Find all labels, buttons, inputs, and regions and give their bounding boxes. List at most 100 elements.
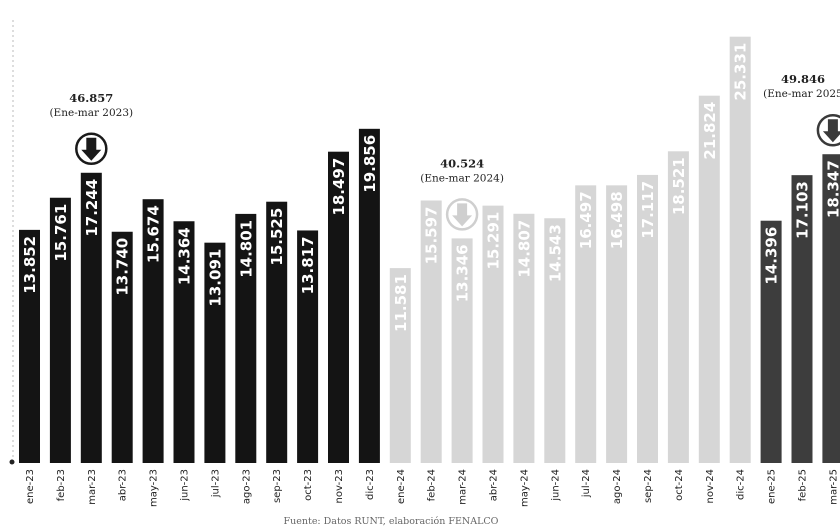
x-tick-label: mar-25	[828, 469, 839, 505]
bar-ene-25	[760, 220, 782, 463]
annotation-range: (Ene-mar 2024)	[420, 172, 504, 184]
bar-value-label: 19.856	[361, 135, 379, 193]
bar-value-label: 18.347	[824, 160, 840, 218]
x-tick-label: abr-23	[118, 469, 129, 501]
bar-sep-24	[637, 174, 658, 463]
down-arrow-icon	[445, 198, 479, 231]
bar-nov-23	[328, 151, 349, 463]
bar-value-label: 15.291	[485, 212, 503, 270]
bar-value-label: 13.346	[454, 244, 472, 302]
bar-value-label: 21.824	[701, 102, 719, 160]
bar-value-label: 14.543	[546, 224, 564, 282]
bar-may-23	[142, 199, 164, 464]
x-tick-label: may-23	[149, 469, 160, 507]
bar-ene-23	[19, 229, 40, 463]
bar-feb-23	[49, 197, 71, 464]
x-tick-label: jun-24	[550, 469, 561, 502]
x-tick-label: sep-23	[272, 469, 283, 503]
bar-mar-23	[80, 172, 102, 464]
bar-oct-24	[667, 151, 689, 463]
bar-value-label: 14.364	[176, 227, 194, 285]
bar-value-label: 14.396	[763, 227, 781, 285]
bar-value-label: 15.761	[52, 204, 70, 262]
annotation-3: 49.846 (Ene-mar 2025)	[763, 72, 840, 147]
bar-value-label: 13.091	[206, 249, 224, 307]
bar-feb-24	[420, 200, 442, 463]
bar-jul-24	[575, 185, 597, 464]
bar-value-label: 17.244	[83, 179, 101, 237]
bar-dic-24	[729, 36, 751, 463]
bar-value-label: 16.498	[608, 191, 626, 249]
x-tick-label: nov-24	[705, 469, 716, 503]
bar-value-label: 13.852	[21, 236, 39, 294]
bar-abr-23	[111, 231, 133, 463]
down-arrow-icon	[816, 113, 840, 147]
axis-origin-dot	[9, 459, 15, 465]
x-tick-label: sep-24	[643, 469, 654, 503]
bar-jun-23	[173, 221, 195, 463]
bar-ago-24	[606, 185, 628, 463]
x-tick-label: feb-25	[798, 469, 809, 501]
bar-jun-24	[544, 218, 566, 463]
source-note: Fuente: Datos RUNT, elaboración FENALCO	[284, 516, 499, 527]
bar-value-label: 15.525	[268, 208, 286, 266]
bar-mar-24	[451, 238, 473, 463]
tick-labels-group: ene-23 feb-23 mar-23 abr-23 may-23 jun-23 jul-…	[25, 469, 839, 507]
annotation-total: 49.846	[781, 72, 825, 86]
x-tick-label: feb-24	[427, 469, 438, 501]
x-tick-label: nov-23	[334, 469, 345, 503]
bar-value-label: 17.117	[639, 181, 657, 239]
x-tick-label: jul-23	[210, 469, 221, 498]
bar-nov-24	[698, 95, 720, 463]
x-tick-label: dic-23	[365, 469, 376, 500]
bar-value-label: 17.103	[794, 181, 812, 239]
annotation-range: (Ene-mar 2023)	[49, 107, 133, 119]
bars-group: 13.852 15.761 17.244 13.740 15.674 14.364 13.0…	[19, 36, 840, 464]
bar-may-24	[513, 213, 535, 463]
annotation-total: 40.524	[440, 156, 484, 170]
annotation-range: (Ene-mar 2025)	[763, 88, 840, 100]
bar-jul-23	[204, 242, 226, 463]
bar-oct-23	[297, 230, 319, 463]
x-tick-label: oct-23	[303, 469, 314, 501]
x-tick-label: ago-23	[241, 469, 252, 504]
bar-value-label: 25.331	[732, 43, 750, 101]
x-tick-label: feb-23	[56, 469, 67, 501]
x-tick-label: mar-24	[458, 469, 469, 505]
x-tick-label: ene-23	[25, 469, 36, 504]
x-tick-label: jul-24	[581, 469, 592, 498]
x-tick-label: dic-24	[736, 469, 747, 500]
bar-value-label: 14.807	[515, 220, 533, 278]
bar-value-label: 18.521	[670, 157, 688, 215]
x-tick-label: jun-23	[180, 469, 191, 502]
annotation-total: 46.857	[69, 91, 113, 105]
x-tick-label: ene-24	[396, 469, 407, 504]
x-tick-label: may-24	[519, 469, 530, 507]
annotation-2: 40.524 (Ene-mar 2024)	[420, 156, 504, 231]
annotation-1: 46.857 (Ene-mar 2023)	[49, 91, 133, 166]
annotations-group: 46.857 (Ene-mar 2023) 40.524 (Ene-mar 2024)…	[49, 72, 840, 231]
bar-value-label: 15.674	[145, 205, 163, 263]
x-tick-label: ene-25	[767, 469, 778, 504]
x-tick-label: oct-24	[674, 469, 685, 501]
bar-ene-24	[389, 268, 411, 463]
bar-ago-23	[235, 213, 257, 463]
bar-value-label: 14.801	[237, 220, 255, 278]
x-tick-label: ago-24	[612, 469, 623, 504]
bar-value-label: 13.740	[114, 238, 132, 296]
bar-sep-23	[266, 201, 288, 464]
bar-value-label: 15.597	[423, 206, 441, 264]
bar-value-label: 13.817	[299, 236, 317, 294]
bar-value-label: 16.497	[577, 191, 595, 249]
x-tick-label: mar-23	[87, 469, 98, 505]
bar-mar-25	[822, 154, 840, 463]
x-tick-label: abr-24	[489, 469, 500, 501]
bar-abr-24	[482, 205, 504, 463]
bar-value-label: 11.581	[392, 274, 410, 332]
down-arrow-icon	[75, 132, 108, 166]
bar-feb-25	[791, 175, 813, 463]
bar-dic-23	[358, 128, 380, 464]
bar-value-label: 18.497	[330, 158, 348, 216]
